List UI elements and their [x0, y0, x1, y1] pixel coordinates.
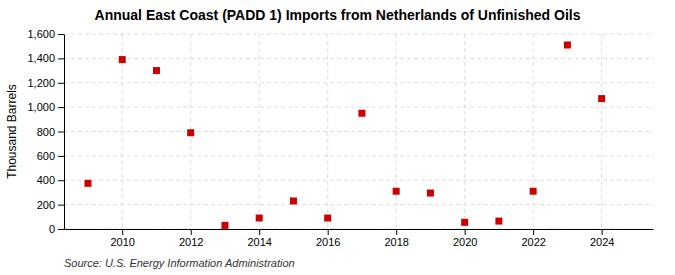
- grid-line-y: [64, 155, 653, 156]
- y-tick-label: 400: [37, 174, 55, 186]
- grid-line-x: [601, 34, 602, 229]
- y-tick-mark: [58, 156, 64, 157]
- point: [598, 95, 605, 102]
- point: [393, 188, 400, 195]
- x-tick-label: 2022: [521, 236, 545, 248]
- x-axis: 2010 2012 2014 2016 2018 2020 2022 2024: [65, 229, 654, 248]
- y-tick-mark: [58, 107, 64, 108]
- y-tick: 1,200: [27, 77, 64, 89]
- point: [119, 56, 126, 63]
- source-note: Source: U.S. Energy Information Administ…: [64, 257, 295, 269]
- x-tick-mark: [602, 229, 603, 235]
- y-tick: 0: [49, 223, 64, 235]
- grid-line-x: [533, 34, 534, 229]
- x-tick-mark: [122, 229, 123, 235]
- grid-line-y: [64, 180, 653, 181]
- x-tick-mark: [259, 229, 260, 235]
- x-tick-label: 2016: [316, 236, 340, 248]
- point: [324, 215, 331, 222]
- x-tick: 2020: [453, 229, 477, 248]
- grid-line-y: [64, 58, 653, 59]
- point: [153, 67, 160, 74]
- y-tick: 1,400: [27, 52, 64, 64]
- grid-line-x: [122, 34, 123, 229]
- title: Annual East Coast (PADD 1) Imports from …: [95, 7, 581, 23]
- y-tick-mark: [58, 83, 64, 84]
- grid-line-y: [64, 131, 653, 132]
- grid-line-x: [464, 34, 465, 229]
- point: [461, 219, 468, 226]
- point: [530, 188, 537, 195]
- x-tick-label: 2024: [590, 236, 614, 248]
- x-tick-mark: [328, 229, 329, 235]
- point: [187, 129, 194, 136]
- point: [290, 197, 297, 204]
- plot-area: 2010 2012 2014 2016 2018 2020 2022 2024 0 200 400 6…: [27, 28, 653, 248]
- point: [495, 218, 502, 225]
- y-tick-label: 1,200: [27, 77, 55, 89]
- grid-line-y: [64, 34, 653, 35]
- y-axis-line: [64, 35, 65, 230]
- y-tick-label: 200: [37, 199, 55, 211]
- x-tick-mark: [191, 229, 192, 235]
- x-tick-label: 2020: [453, 236, 477, 248]
- grid-line-x: [327, 34, 328, 229]
- y-tick: 200: [37, 199, 64, 211]
- y-tick-mark: [58, 34, 64, 35]
- y-tick-label: 800: [37, 126, 55, 138]
- x-tick-mark: [533, 229, 534, 235]
- y-tick-mark: [58, 132, 64, 133]
- grid-line-y: [64, 204, 653, 205]
- y-tick-label: 1,000: [27, 101, 55, 113]
- chart-svg: 2010 2012 2014 2016 2018 2020 2022 2024 0 200 400 6…: [0, 0, 675, 275]
- y-axis: 0 200 400 600 800 1,000 1,200 1,400 1,600: [27, 28, 64, 235]
- x-tick: 2024: [590, 229, 614, 248]
- grid-line-y: [64, 107, 653, 108]
- y-tick-mark: [58, 58, 64, 59]
- y-tick-label: 1,600: [27, 28, 55, 40]
- x-tick: 2018: [384, 229, 408, 248]
- y-tick-mark: [58, 229, 64, 230]
- x-tick: 2012: [179, 229, 203, 248]
- y-tick: 1,000: [27, 101, 64, 113]
- point: [358, 110, 365, 117]
- point: [427, 190, 434, 197]
- grid-line-y: [64, 82, 653, 83]
- y-tick-label: 600: [37, 150, 55, 162]
- chart-container: 2010 2012 2014 2016 2018 2020 2022 2024 0 200 400 6…: [0, 0, 675, 275]
- y-tick-mark: [58, 180, 64, 181]
- grid: [64, 34, 653, 229]
- grid-line-x: [259, 34, 260, 229]
- x-tick: 2010: [110, 229, 134, 248]
- x-tick: 2016: [316, 229, 340, 248]
- point: [564, 41, 571, 48]
- y-axis-title: Thousand Barrels: [5, 84, 19, 179]
- x-tick-label: 2018: [384, 236, 408, 248]
- x-axis-line: [65, 229, 654, 230]
- y-tick-label: 0: [49, 223, 55, 235]
- grid-line-y: [64, 229, 653, 230]
- y-tick-mark: [58, 205, 64, 206]
- x-tick-mark: [396, 229, 397, 235]
- y-tick: 800: [37, 126, 64, 138]
- x-tick-label: 2010: [110, 236, 134, 248]
- point: [84, 180, 91, 187]
- grid-line-x: [396, 34, 397, 229]
- x-tick-mark: [465, 229, 466, 235]
- y-tick-label: 1,400: [27, 52, 55, 64]
- y-tick: 600: [37, 150, 64, 162]
- y-tick: 1,600: [27, 28, 64, 40]
- x-tick: 2014: [247, 229, 271, 248]
- marks: [84, 41, 605, 228]
- x-tick-label: 2012: [179, 236, 203, 248]
- point: [256, 215, 263, 222]
- point: [221, 222, 228, 229]
- x-tick: 2022: [521, 229, 545, 248]
- y-tick: 400: [37, 174, 64, 186]
- x-tick-label: 2014: [247, 236, 271, 248]
